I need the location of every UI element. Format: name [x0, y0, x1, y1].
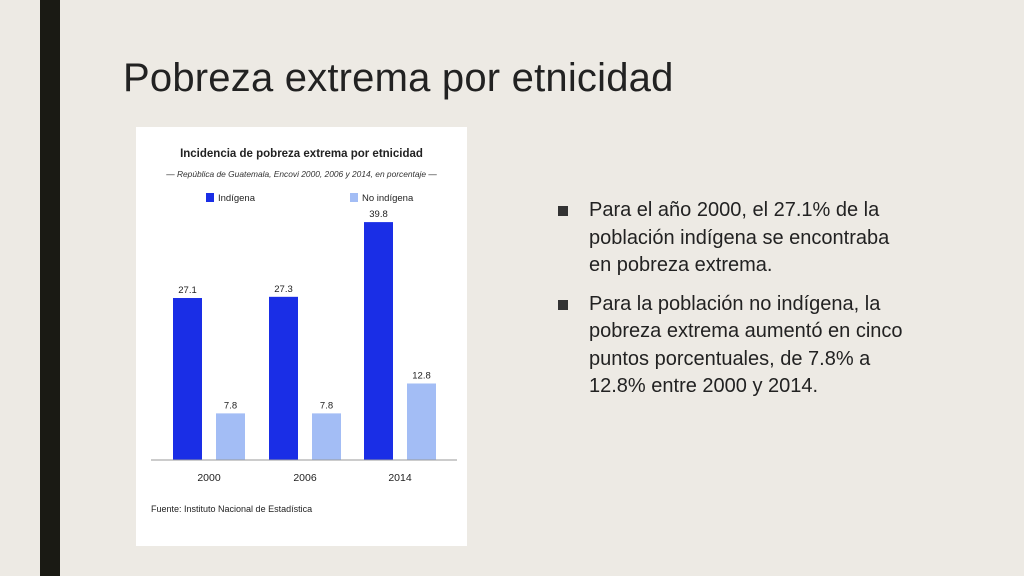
slide-title: Pobreza extrema por etnicidad: [123, 56, 674, 100]
data-label: 7.8: [320, 400, 333, 411]
x-tick-label: 2006: [293, 472, 317, 484]
square-bullet-icon: [558, 206, 568, 216]
bar-chart: Incidencia de pobreza extrema por etnici…: [151, 148, 457, 514]
data-label: 7.8: [224, 400, 237, 411]
bar: [364, 222, 393, 460]
bullet-item: Para el año 2000, el 27.1% de la poblaci…: [556, 197, 916, 280]
bullet-list: Para el año 2000, el 27.1% de la poblaci…: [556, 197, 916, 412]
x-axis-labels: 2000 2006 2014: [197, 472, 412, 484]
legend-label: No indígena: [362, 193, 414, 204]
legend-label: Indígena: [218, 193, 256, 204]
legend-swatch: [206, 193, 214, 202]
accent-side-bar: [40, 0, 60, 576]
chart-source: Fuente: Instituto Nacional de Estadístic…: [151, 504, 312, 514]
data-label: 27.3: [274, 284, 293, 295]
data-label: 27.1: [178, 285, 197, 296]
chart-subtitle: — República de Guatemala, Encovi 2000, 2…: [165, 169, 437, 179]
bar: [312, 413, 341, 460]
x-tick-label: 2014: [388, 472, 412, 484]
bar: [269, 296, 298, 460]
legend-swatch: [350, 193, 358, 202]
bullet-text: Para el año 2000, el 27.1% de la poblaci…: [589, 199, 890, 276]
bar: [216, 413, 245, 460]
x-tick-label: 2000: [197, 472, 221, 484]
chart-title: Incidencia de pobreza extrema por etnici…: [180, 148, 423, 160]
bullet-text: Para la población no indígena, la pobrez…: [589, 292, 903, 398]
bar: [407, 383, 436, 460]
data-label: 12.8: [412, 370, 431, 381]
chart-bars: 27.1 7.8 27.3 7.8 39.8 12.8: [173, 209, 436, 460]
bar: [173, 298, 202, 460]
data-label: 39.8: [369, 209, 388, 220]
chart-card: Incidencia de pobreza extrema por etnici…: [136, 127, 467, 546]
chart-legend: Indígena No indígena: [206, 193, 414, 204]
bullet-item: Para la población no indígena, la pobrez…: [556, 291, 916, 401]
square-bullet-icon: [558, 299, 568, 310]
